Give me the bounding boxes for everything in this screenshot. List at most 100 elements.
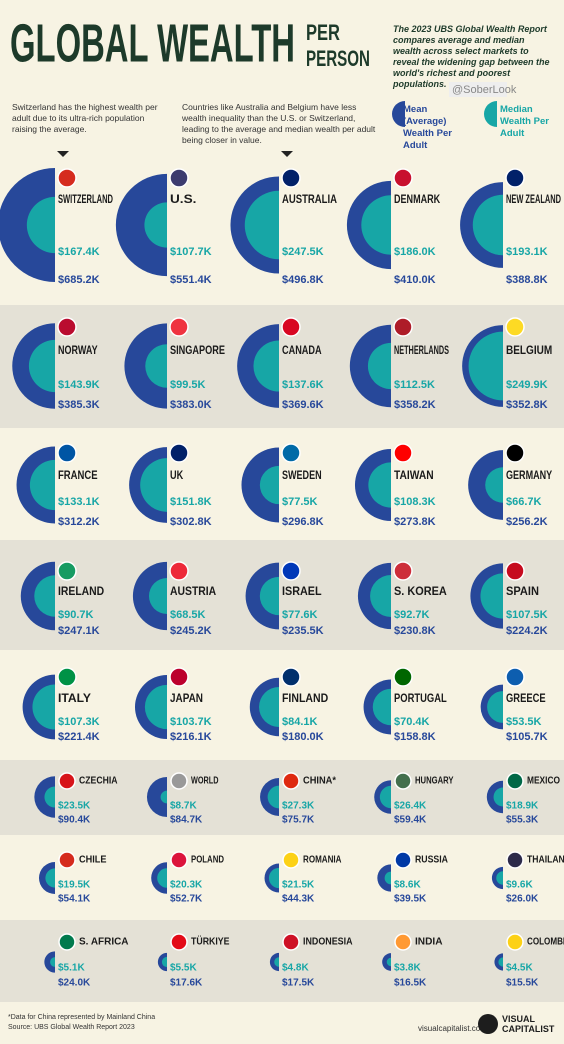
median-semicircle xyxy=(26,196,55,254)
median-label: $66.7K xyxy=(506,496,542,508)
median-semicircle xyxy=(267,785,279,809)
mean-label: $496.8K xyxy=(282,274,324,286)
median-label: $19.5K xyxy=(58,880,91,891)
row-band xyxy=(0,835,564,920)
median-label: $26.4K xyxy=(394,801,427,812)
median-label: $193.1K xyxy=(506,246,548,258)
median-semicircle xyxy=(372,688,391,726)
median-label: $27.3K xyxy=(282,801,315,812)
flag xyxy=(57,168,77,188)
median-semicircle xyxy=(485,467,503,503)
country-name: FRANCE xyxy=(58,468,98,482)
logo xyxy=(478,1014,498,1034)
mean-label: $235.5K xyxy=(282,625,324,637)
median-semicircle xyxy=(498,957,503,967)
mean-label: $55.3K xyxy=(506,815,539,826)
median-label: $143.9K xyxy=(58,379,100,391)
median-label: $53.5K xyxy=(506,716,542,728)
watermark-box xyxy=(449,82,507,97)
median-label: $103.7K xyxy=(170,716,212,728)
flag xyxy=(170,851,188,869)
title-suffix: PERSON xyxy=(306,46,370,71)
country-name: UK xyxy=(170,468,183,482)
mean-label: $685.2K xyxy=(58,274,100,286)
country-name: NORWAY xyxy=(58,343,98,357)
median-label: $90.7K xyxy=(58,609,94,621)
median-semicircle xyxy=(367,342,391,390)
row-band xyxy=(0,760,564,835)
country-name: BELGIUM xyxy=(506,343,552,357)
row-band xyxy=(0,540,564,650)
median-semicircle xyxy=(160,790,167,804)
median-semicircle xyxy=(361,195,391,255)
median-semicircle xyxy=(44,786,55,808)
median-label: $112.5K xyxy=(394,379,435,391)
median-semicircle xyxy=(496,871,503,885)
mean-label: $273.8K xyxy=(394,516,436,528)
median-semicircle xyxy=(28,339,55,393)
country-name: CHINA* xyxy=(303,776,336,787)
median-semicircle xyxy=(487,691,503,723)
country-name: NEW ZEALAND xyxy=(506,192,561,206)
flag xyxy=(393,168,413,188)
mean-label: $16.5K xyxy=(394,978,427,989)
mean-semicircle xyxy=(146,776,167,818)
mean-label: $224.2K xyxy=(506,625,548,637)
flag xyxy=(169,561,189,581)
flag xyxy=(506,772,524,790)
median-semicircle xyxy=(145,344,167,388)
watermark: @SoberLook xyxy=(452,84,517,96)
country-name: TÜRKIYE xyxy=(191,935,230,948)
mean-label: $44.3K xyxy=(282,894,315,905)
flag xyxy=(506,933,524,951)
median-semicircle xyxy=(29,459,55,511)
flag xyxy=(58,933,76,951)
median-label: $23.5K xyxy=(58,801,91,812)
mean-label: $52.7K xyxy=(170,894,203,905)
median-label: $4.5K xyxy=(506,963,533,974)
mean-label: $84.7K xyxy=(170,815,203,826)
country-name: U.S. xyxy=(170,192,196,206)
country-name: SWITZERLAND xyxy=(58,192,113,206)
median-semicircle xyxy=(493,787,503,807)
flag xyxy=(394,772,412,790)
flag xyxy=(170,933,188,951)
mean-label: $17.6K xyxy=(170,978,203,989)
mean-label: $247.1K xyxy=(58,625,100,637)
country-name: HUNGARY xyxy=(415,776,454,787)
flag xyxy=(57,561,77,581)
median-label: $247.5K xyxy=(282,246,324,258)
country-name: MEXICO xyxy=(527,776,560,787)
median-label: $186.0K xyxy=(394,246,436,258)
flag xyxy=(282,851,300,869)
mean-label: $352.8K xyxy=(506,399,548,411)
country-name: ISRAEL xyxy=(282,584,322,598)
mean-label: $302.8K xyxy=(170,516,212,528)
median-semicircle xyxy=(253,340,279,392)
median-label: $99.5K xyxy=(170,379,206,391)
flag xyxy=(57,667,77,687)
country-name: FINLAND xyxy=(282,691,328,705)
country-name: INDONESIA xyxy=(303,937,353,948)
median-label: $3.8K xyxy=(394,963,421,974)
median-semicircle xyxy=(144,684,167,730)
flag xyxy=(169,168,189,188)
mean-label: $388.8K xyxy=(506,274,548,286)
mean-label: $385.3K xyxy=(58,399,100,411)
flag xyxy=(394,933,412,951)
country-name: WORLD xyxy=(191,776,219,787)
mean-label: $221.4K xyxy=(58,731,100,743)
median-label: $84.1K xyxy=(282,716,318,728)
flag xyxy=(393,317,413,337)
median-label: $77.5K xyxy=(282,496,318,508)
flag xyxy=(282,772,300,790)
country-name: THAILAND xyxy=(527,855,564,866)
country-name: JAPAN xyxy=(170,691,203,705)
mean-label: $383.0K xyxy=(170,399,212,411)
website: visualcapitalist.com xyxy=(418,1024,487,1033)
median-label: $20.3K xyxy=(170,880,203,891)
mean-label: $551.4K xyxy=(170,274,212,286)
median-semicircle xyxy=(140,458,167,512)
mean-label: $180.0K xyxy=(282,731,324,743)
